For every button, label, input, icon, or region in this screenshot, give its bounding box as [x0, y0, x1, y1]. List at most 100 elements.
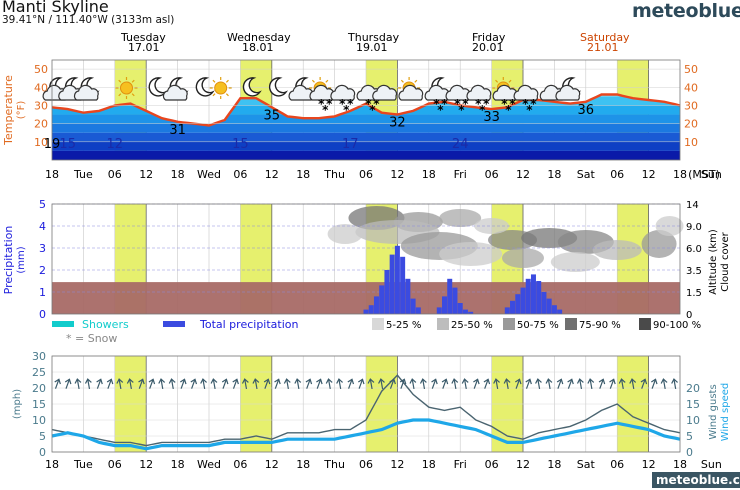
wind-unit-label: (mph): [12, 389, 23, 419]
temperature-tick-right: 50: [684, 63, 698, 76]
wind-direction-arrow: [200, 378, 207, 390]
wind-direction-arrow: [409, 378, 417, 390]
arrow-head: [451, 378, 459, 384]
arrow-shaft: [547, 378, 551, 390]
arrow-shaft: [631, 378, 635, 390]
arrow-shaft: [96, 379, 102, 389]
snow-flake: *: [458, 103, 465, 117]
sun-ray: [414, 79, 418, 83]
cloud-shape: [73, 84, 99, 101]
cloud-shape: [372, 84, 398, 101]
arrow-shaft: [87, 378, 91, 390]
arrow-head: [274, 378, 281, 385]
wind-direction-arrow: [587, 378, 595, 390]
snow-legend-label: * = Snow: [66, 332, 117, 345]
wind-direction-arrow: [84, 378, 92, 390]
arrow-head: [168, 378, 176, 384]
precipitation-bar: [400, 256, 406, 314]
precipitation-bar: [405, 278, 411, 314]
arrow-head: [347, 378, 355, 385]
wind-direction-arrow: [660, 378, 668, 390]
wind-direction-arrow: [650, 378, 658, 389]
time-axis-label: 12: [642, 458, 656, 471]
day-name: Thursday: [348, 31, 400, 44]
snow-flake: *: [526, 103, 533, 117]
wind-direction-arrow: [441, 378, 449, 389]
precip-tick: 3: [39, 242, 46, 255]
arrow-head: [640, 378, 648, 385]
precipitation-bar: [462, 309, 468, 314]
arrow-head: [483, 378, 491, 385]
snow-flake: *: [326, 97, 333, 111]
arrow-head: [671, 378, 678, 384]
wind-direction-arrow: [567, 378, 574, 389]
wind-direction-arrow: [461, 378, 469, 390]
wind-direction-arrow: [514, 378, 522, 389]
sun-disc: [214, 81, 228, 95]
wind-direction-arrow: [179, 378, 187, 389]
temperature-min-label: 12: [107, 137, 124, 152]
wind-direction-arrow: [190, 378, 198, 389]
arrow-head: [158, 378, 166, 384]
snow-flake: *: [475, 97, 482, 111]
arrow-shaft: [286, 378, 289, 390]
cloud-legend-swatch: [503, 318, 515, 330]
arrow-head: [367, 378, 375, 384]
arrow-head: [419, 378, 427, 384]
time-axis-label: 06: [233, 458, 247, 471]
precipitation-bar: [515, 294, 521, 314]
temperature-tick-left: 20: [34, 118, 48, 131]
time-axis-label: 12: [139, 168, 153, 181]
wind-direction-arrow: [158, 378, 166, 390]
time-axis-label: 18: [422, 168, 436, 181]
wind-direction-arrow: [576, 378, 584, 390]
panel-border: [51, 355, 681, 453]
wind-direction-arrow: [545, 378, 553, 390]
wind-direction-arrow: [221, 378, 229, 389]
time-axis-label: 18: [296, 458, 310, 471]
arrow-head: [232, 378, 239, 385]
wind-direction-arrow: [535, 378, 542, 390]
time-axis-label: Sat: [577, 168, 596, 181]
precip-tick: 1: [39, 286, 46, 299]
wind-tick-left: 5: [39, 430, 46, 443]
arrow-shaft: [76, 378, 80, 390]
snow-flake: *: [530, 97, 537, 111]
precipitation-bar: [442, 296, 447, 314]
wind-direction-arrow: [210, 378, 218, 390]
precipitation-bar: [363, 309, 369, 314]
arrow-head: [399, 378, 407, 385]
precipitation-bar: [525, 278, 531, 314]
altitude-tick: 1.5: [686, 288, 702, 299]
sun-icon: [209, 77, 232, 99]
cloud-legend-swatch: [565, 318, 577, 330]
temperature-tick-left: 50: [34, 63, 48, 76]
moon-cloud-icon: [73, 77, 100, 101]
time-axis-label: Thu: [323, 168, 345, 181]
temperature-band: [52, 132, 680, 142]
arrow-shaft: [369, 378, 373, 390]
time-axis-label: 12: [642, 168, 656, 181]
wind-direction-arrow: [316, 378, 323, 389]
wind-tick-left: 10: [32, 414, 46, 427]
arrow-head: [54, 378, 61, 385]
arrow-shaft: [65, 379, 70, 389]
sun-ray: [212, 79, 216, 83]
location-title: Manti Skyline: [2, 0, 109, 16]
time-axis-label: Wed: [197, 168, 221, 181]
arrow-head: [493, 378, 500, 384]
temperature-unit-label: (°F): [16, 101, 27, 120]
time-axis-label: 06: [485, 458, 499, 471]
moon-shape: [242, 77, 262, 97]
wind-direction-arrow: [609, 378, 616, 389]
cloud-snow-icon: * **: [445, 84, 471, 117]
arrow-shaft: [389, 379, 395, 389]
snow-flake: *: [347, 97, 354, 111]
arrow-shaft: [567, 379, 573, 389]
altitude-tick: 14: [686, 200, 699, 211]
wind-direction-arrow: [64, 378, 72, 389]
arrow-head: [263, 378, 271, 385]
temperature-band: [52, 105, 680, 115]
